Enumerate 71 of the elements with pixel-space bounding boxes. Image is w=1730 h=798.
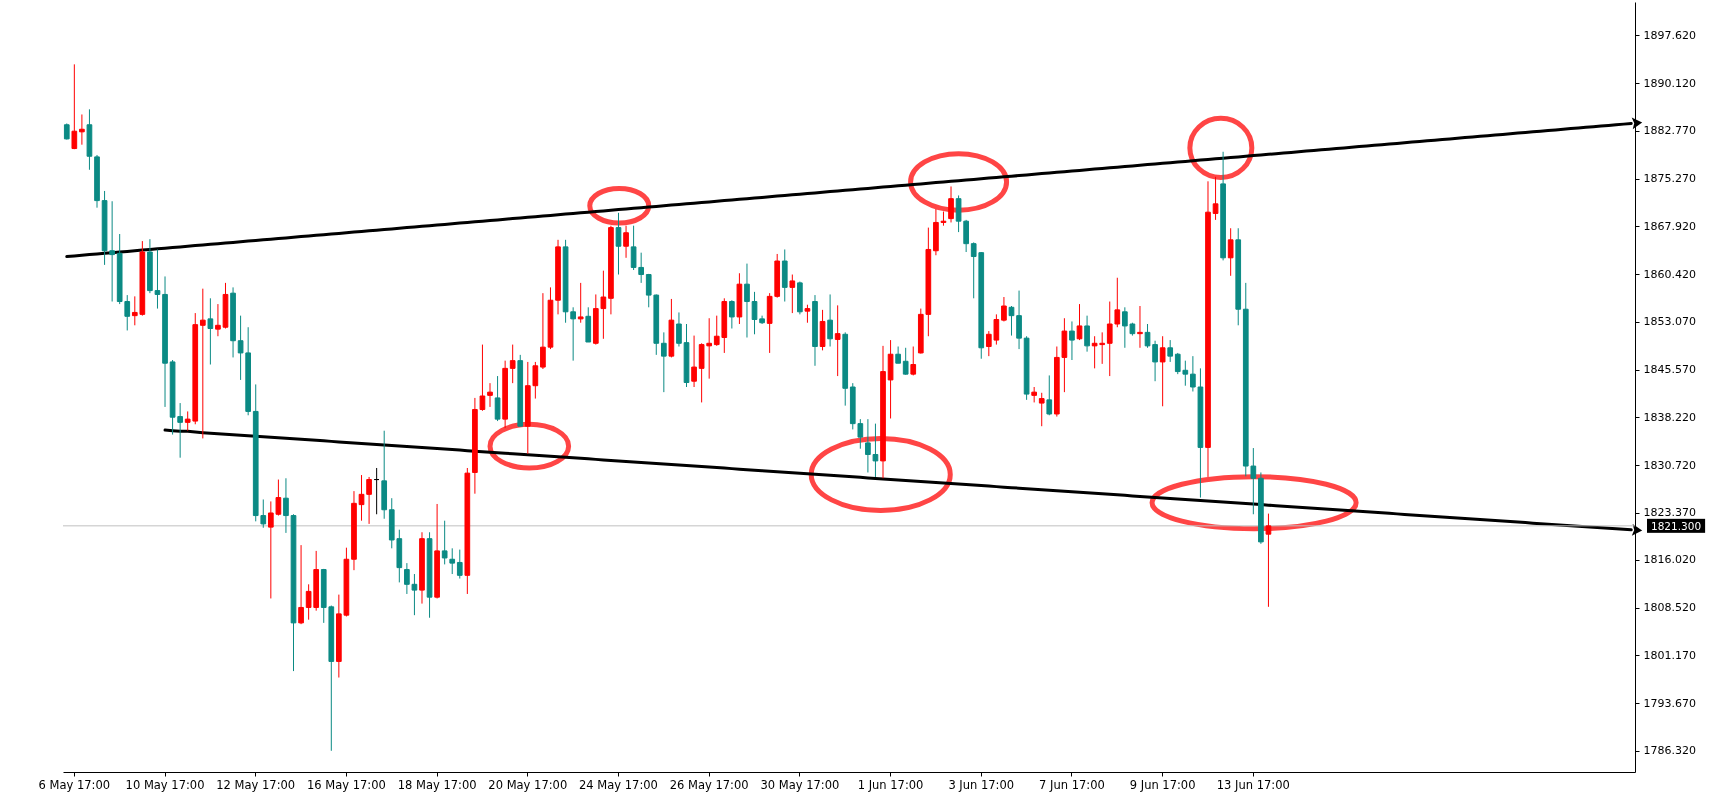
x-tick-label: 18 May 17:00 bbox=[397, 777, 477, 792]
y-tick-label: 1830.720 bbox=[1643, 458, 1696, 472]
candlestick bbox=[494, 375, 501, 422]
candlestick bbox=[902, 347, 909, 376]
candlestick bbox=[910, 346, 917, 376]
candlestick bbox=[71, 63, 78, 150]
candlestick bbox=[441, 520, 448, 565]
candlestick bbox=[1016, 290, 1022, 350]
candlestick bbox=[1167, 339, 1174, 363]
x-tick-label: 24 May 17:00 bbox=[579, 777, 658, 792]
candlestick bbox=[834, 304, 841, 377]
x-tick-label: 20 May 17:00 bbox=[488, 777, 568, 792]
candlestick bbox=[1001, 296, 1007, 322]
x-tick-label: 9 Jun 17:00 bbox=[1129, 777, 1196, 792]
y-tick-label: 1882.770 bbox=[1643, 124, 1696, 138]
candlestick bbox=[1212, 176, 1219, 221]
x-tick-label: 3 Jun 17:00 bbox=[948, 777, 1015, 792]
candlestick bbox=[1076, 303, 1083, 341]
y-tick-label: 1808.520 bbox=[1643, 601, 1696, 615]
x-tick-label: 16 May 17:00 bbox=[306, 777, 386, 792]
candlestick bbox=[1265, 513, 1272, 608]
candlestick bbox=[1227, 227, 1234, 277]
candlestick bbox=[744, 263, 750, 339]
candlestick bbox=[199, 288, 206, 439]
candlestick bbox=[456, 549, 463, 580]
y-tick-label: 1890.120 bbox=[1643, 77, 1696, 90]
y-tick-label: 1838.220 bbox=[1643, 410, 1696, 424]
candlestick bbox=[487, 382, 493, 408]
candlestick bbox=[1137, 305, 1143, 349]
y-tick-label: 1867.920 bbox=[1643, 219, 1696, 233]
candlestick bbox=[1038, 392, 1045, 427]
candlestick bbox=[1008, 305, 1015, 337]
x-tick-label: 26 May 17:00 bbox=[669, 777, 749, 792]
candlestick bbox=[623, 225, 629, 259]
candlestick bbox=[449, 547, 456, 575]
candlestick bbox=[298, 544, 304, 625]
candlestick bbox=[577, 282, 584, 324]
y-tick-label: 1793.670 bbox=[1643, 696, 1696, 710]
y-tick-label: 1897.620 bbox=[1643, 28, 1696, 42]
y-tick-label: 1801.170 bbox=[1643, 648, 1696, 662]
y-tick-label: 1853.070 bbox=[1643, 315, 1696, 329]
candlestick bbox=[79, 113, 85, 146]
x-tick-label: 1 Jun 17:00 bbox=[857, 777, 924, 792]
candlestick bbox=[827, 293, 833, 348]
y-tick-label: 1860.420 bbox=[1643, 267, 1696, 281]
y-tick-label: 1875.270 bbox=[1643, 172, 1696, 186]
candlestick bbox=[615, 212, 622, 276]
y-tick-label: 1845.570 bbox=[1643, 363, 1696, 377]
x-tick-label: 13 Jun 17:00 bbox=[1216, 777, 1290, 792]
candlestick bbox=[1159, 335, 1166, 407]
x-tick-label: 12 May 17:00 bbox=[216, 777, 296, 792]
candlestick bbox=[948, 185, 954, 223]
y-tick-label: 1816.020 bbox=[1643, 553, 1696, 567]
candlestick bbox=[660, 331, 667, 393]
candlestick bbox=[1046, 374, 1053, 416]
candlestick bbox=[1084, 315, 1090, 353]
candlestick bbox=[691, 335, 697, 388]
candlestick bbox=[789, 274, 796, 314]
candlestick bbox=[283, 477, 289, 534]
y-tick-label: 1823.370 bbox=[1643, 506, 1696, 520]
x-tick-label: 7 Jun 17:00 bbox=[1039, 777, 1105, 792]
y-tick-label: 1786.320 bbox=[1643, 744, 1696, 758]
x-tick-label: 10 May 17:00 bbox=[125, 777, 205, 792]
candlestick bbox=[207, 297, 214, 365]
candlestick bbox=[1069, 320, 1075, 361]
ref-line-label: 1821.300 bbox=[1651, 519, 1702, 532]
candlestick bbox=[676, 311, 682, 348]
x-tick-label: 6 May 17:00 bbox=[38, 777, 111, 792]
x-tick-label: 30 May 17:00 bbox=[760, 777, 840, 792]
candlestick bbox=[509, 344, 516, 384]
candlestick bbox=[729, 299, 735, 330]
